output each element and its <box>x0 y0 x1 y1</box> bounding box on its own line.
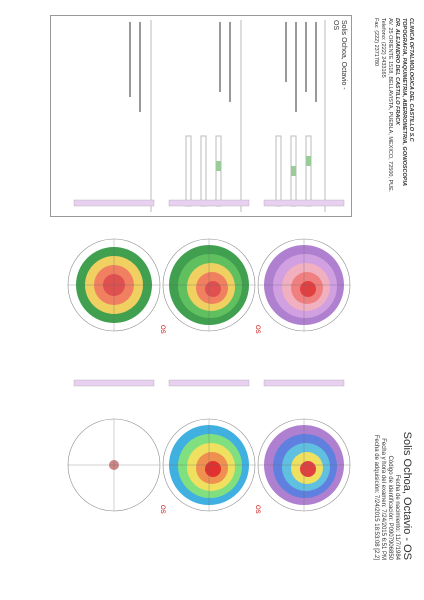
color-scale <box>73 379 155 387</box>
map-zone <box>300 461 316 477</box>
map-zone <box>205 281 221 297</box>
color-scale <box>168 199 250 207</box>
map-zone <box>300 281 316 297</box>
color-scale <box>168 379 250 387</box>
color-scale <box>73 199 155 207</box>
panel-decoration <box>129 20 326 212</box>
map-eye: OS <box>254 325 260 334</box>
map-eye: OS <box>159 325 165 334</box>
map-eye: OS <box>159 505 165 514</box>
map-eye: OS <box>254 505 260 514</box>
color-scale <box>263 379 345 387</box>
map-zone <box>205 461 221 477</box>
data-panel: Solis Ochoa, Octavio - OS <box>50 15 352 217</box>
color-scale <box>263 199 345 207</box>
